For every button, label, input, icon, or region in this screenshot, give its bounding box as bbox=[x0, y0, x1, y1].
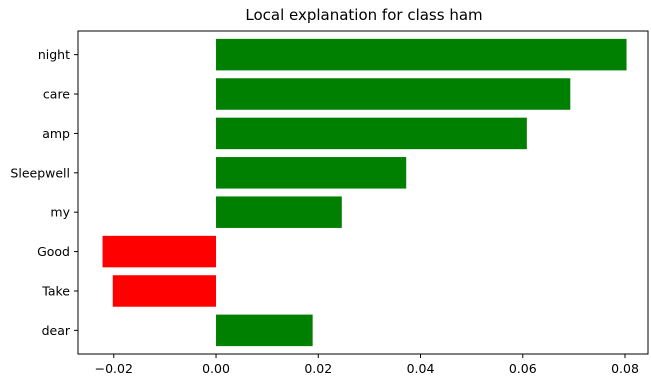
y-tick-label: Good bbox=[37, 244, 70, 259]
bar-sleepwell bbox=[216, 157, 407, 189]
y-tick-label: my bbox=[50, 205, 70, 220]
x-tick-label: 0.06 bbox=[509, 361, 537, 376]
x-axis-ticks: −0.02 0.00 0.02 0.04 0.06 0.08 bbox=[95, 354, 639, 376]
y-tick-label: Take bbox=[41, 283, 70, 298]
x-tick-label: −0.02 bbox=[95, 361, 133, 376]
y-tick-label: dear bbox=[42, 323, 71, 338]
plot-area-frame bbox=[77, 30, 649, 355]
x-tick-label: 0.00 bbox=[202, 361, 230, 376]
x-tick-label: 0.04 bbox=[407, 361, 435, 376]
y-tick-label: night bbox=[38, 47, 70, 62]
bar-night bbox=[216, 38, 627, 71]
x-tick-label: 0.02 bbox=[304, 361, 332, 376]
x-tick-label: 0.08 bbox=[611, 361, 639, 376]
y-tick-label: amp bbox=[42, 126, 70, 141]
y-tick-label: Sleepwell bbox=[10, 165, 70, 180]
bar-amp bbox=[216, 117, 527, 150]
bar-my bbox=[216, 196, 342, 228]
bar-good bbox=[102, 235, 217, 268]
bars-group bbox=[102, 38, 627, 347]
bar-dear bbox=[216, 314, 313, 347]
y-axis-ticks: night care amp Sleepwell my Good Take dear bbox=[10, 47, 78, 338]
bar-take bbox=[112, 275, 217, 307]
y-tick-label: care bbox=[43, 87, 70, 102]
bar-care bbox=[216, 78, 571, 110]
chart-title: Local explanation for class ham bbox=[245, 6, 482, 24]
